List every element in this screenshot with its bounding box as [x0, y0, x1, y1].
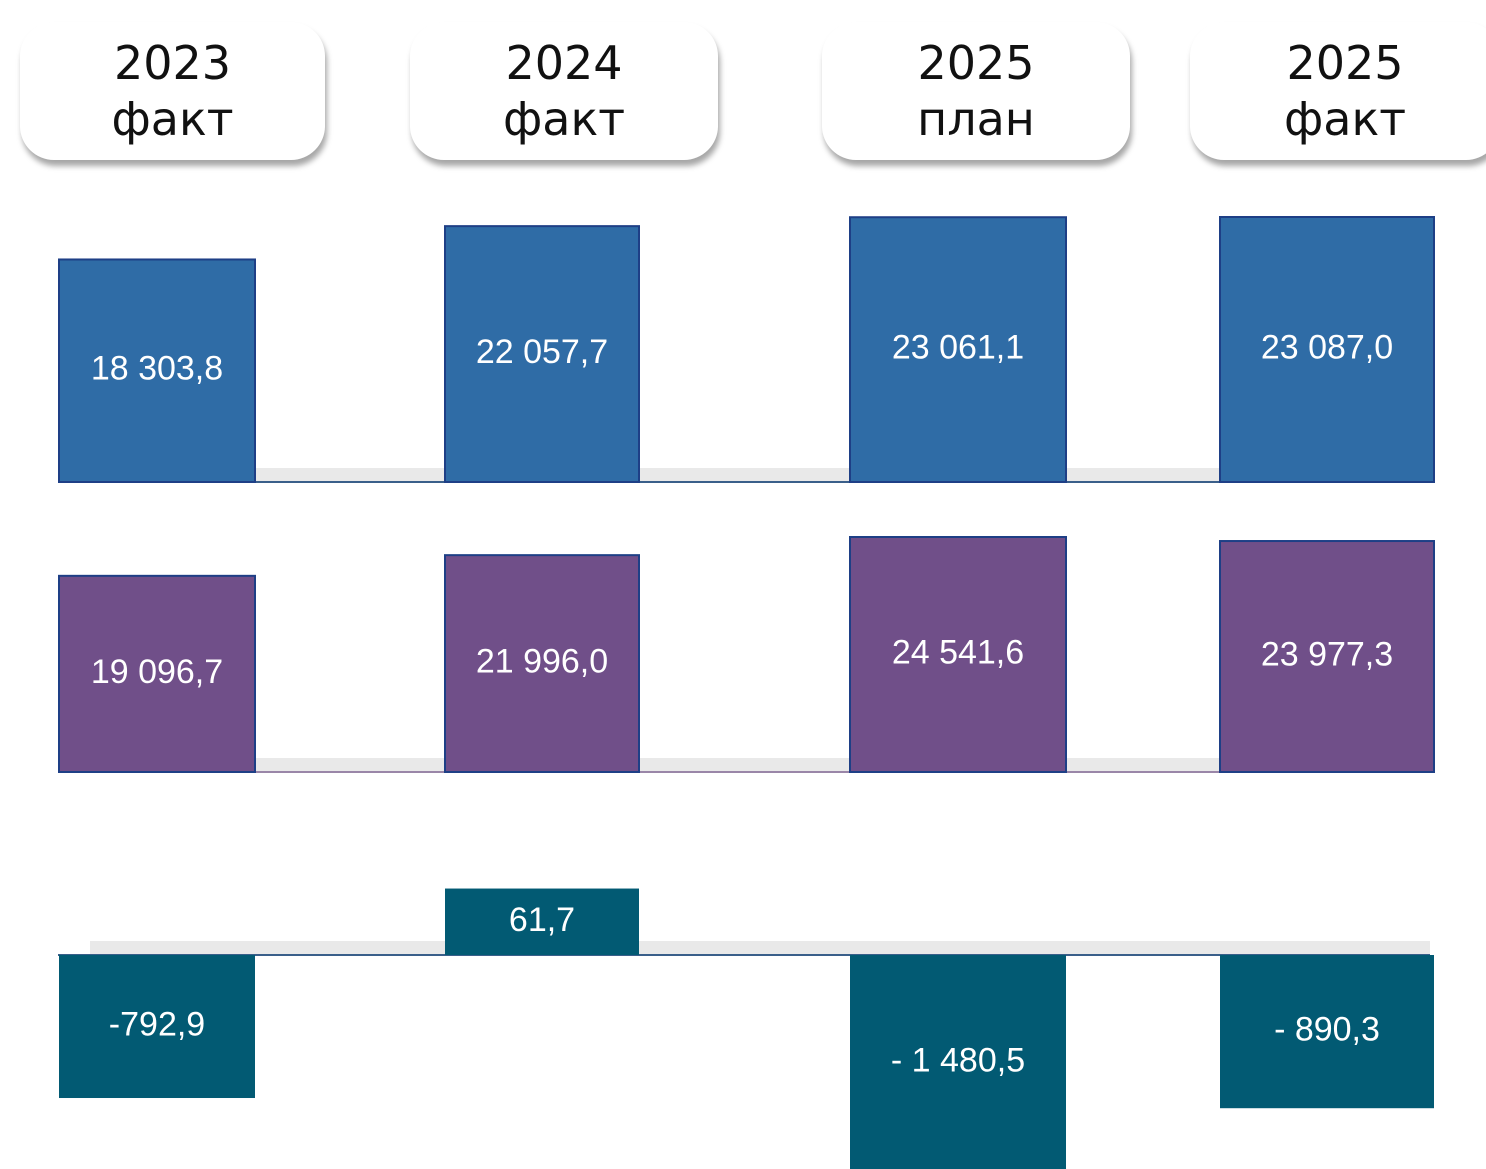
column-header: 2024 факт — [410, 22, 718, 160]
bar — [1219, 216, 1435, 483]
bar — [849, 216, 1067, 483]
bar — [1220, 955, 1434, 1109]
value-label: 23 977,3 — [1261, 635, 1393, 673]
bar — [58, 574, 256, 774]
value-label: - 890,3 — [1274, 1011, 1380, 1049]
value-label: 21 996,0 — [476, 643, 608, 681]
value-label: 23 087,0 — [1261, 328, 1393, 366]
value-label: 19 096,7 — [91, 653, 223, 691]
baseline-shadow — [90, 941, 1430, 955]
bar — [849, 536, 1067, 773]
bar — [444, 225, 640, 483]
bar — [445, 888, 639, 955]
column-header: 2025 план — [822, 22, 1130, 160]
bar — [58, 258, 256, 483]
value-label: - 1 480,5 — [891, 1041, 1025, 1079]
value-label: 61,7 — [509, 901, 575, 939]
value-label: 22 057,7 — [476, 333, 608, 371]
bar — [850, 955, 1066, 1169]
bar — [444, 554, 640, 773]
column-header: 2023 факт — [20, 22, 325, 160]
column-header: 2025 факт — [1190, 22, 1486, 160]
baseline-shadow — [90, 758, 1430, 772]
value-label: -792,9 — [109, 1005, 205, 1043]
bar — [59, 955, 255, 1099]
baseline-shadow — [90, 468, 1430, 482]
bar — [1219, 540, 1435, 773]
value-label: 23 061,1 — [892, 329, 1024, 367]
value-label: 24 541,6 — [892, 633, 1024, 671]
value-label: 18 303,8 — [91, 350, 223, 388]
